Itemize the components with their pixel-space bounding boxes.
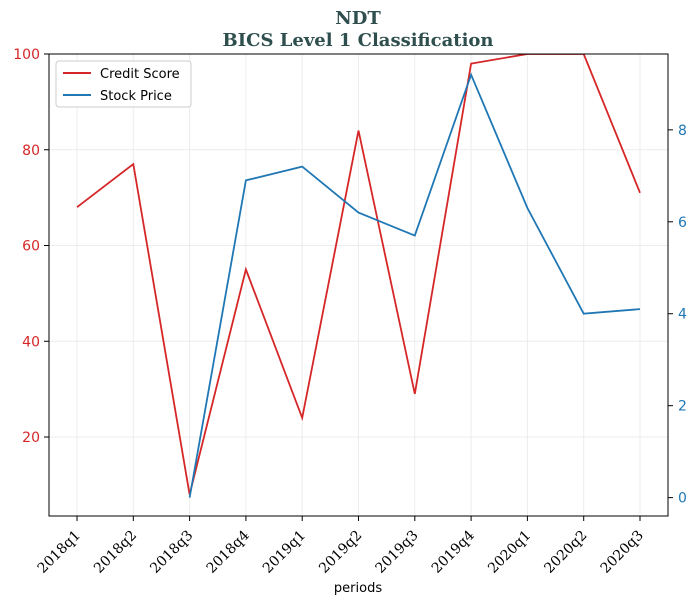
x-tick-label: 2018q3 [147,528,196,577]
left-tick-label: 60 [22,239,40,255]
x-tick-label: 2020q2 [541,528,590,577]
x-tick-label: 2019q3 [372,528,421,577]
series-layer [76,54,641,498]
right-tick-label: 8 [678,123,687,139]
right-axis: 0 2 4 6 8 [668,123,687,507]
chart-title: NDT [335,8,381,29]
x-tick-label: 2020q3 [598,528,647,577]
x-tick-label: 2018q1 [35,528,84,577]
x-axis: 2018q1 2018q2 2018q3 2018q4 2019q1 2019q2 2019… [35,516,647,577]
legend-label-credit-score: Credit Score [100,67,180,82]
x-tick-label: 2020q1 [485,528,534,577]
right-tick-label: 6 [678,215,687,231]
chart-subtitle: BICS Level 1 Classification [222,30,493,51]
right-tick-label: 0 [678,491,687,507]
left-tick-label: 20 [22,430,40,446]
legend: Credit Score Stock Price [55,60,192,108]
right-tick-label: 4 [678,307,687,323]
right-tick-label: 2 [678,399,687,415]
left-tick-label: 80 [22,143,40,159]
left-tick-label: 40 [22,334,40,350]
left-axis: 20 40 60 80 100 [13,47,49,446]
x-tick-label: 2018q4 [204,527,253,576]
x-tick-label: 2019q1 [260,528,309,577]
x-tick-label: 2019q2 [316,528,365,577]
grid [49,53,668,516]
x-tick-label: 2019q4 [429,527,478,576]
series-line-credit-score [76,54,641,495]
left-tick-label: 100 [13,47,40,63]
x-tick-label: 2018q2 [91,528,140,577]
legend-label-stock-price: Stock Price [100,89,172,104]
x-axis-label: periods [334,581,382,596]
series-line-stock-price [188,72,641,498]
